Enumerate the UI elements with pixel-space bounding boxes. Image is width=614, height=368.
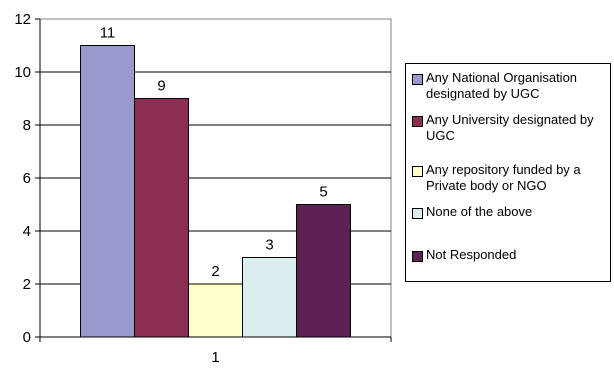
data-label: 5 xyxy=(319,184,327,201)
legend-item-university: Any University designated by UGC xyxy=(412,112,608,144)
legend-label-not-responded: Not Responded xyxy=(426,247,517,262)
legend-swatch-national-organisation xyxy=(412,74,423,85)
bar-3 xyxy=(188,283,243,338)
legend-swatch-university xyxy=(412,116,423,127)
legend-item-none-of-the-above: None of the above xyxy=(412,204,608,220)
legend-label-none-of-the-above: None of the above xyxy=(426,204,533,219)
legend: Any National Organisation designated by … xyxy=(405,63,611,282)
legend-swatch-not-responded xyxy=(412,251,423,262)
y-tick-label: 4 xyxy=(23,223,31,240)
y-tick-label: 10 xyxy=(14,64,31,81)
legend-label-national-organisation: Any National Organisation designated by … xyxy=(426,70,578,101)
y-tick-label: 0 xyxy=(23,329,31,346)
x-category-label: 1 xyxy=(211,349,219,366)
legend-swatch-none-of-the-above xyxy=(412,208,423,219)
y-tick-label: 12 xyxy=(14,11,31,28)
data-label: 2 xyxy=(211,263,219,280)
bar-1 xyxy=(80,45,135,338)
legend-item-not-responded: Not Responded xyxy=(412,247,608,263)
bar-4 xyxy=(242,257,297,338)
y-tick-label: 6 xyxy=(23,170,31,187)
bar-5 xyxy=(296,204,351,338)
y-tick-label: 2 xyxy=(23,276,31,293)
legend-item-private-repository: Any repository funded by a Private body … xyxy=(412,162,608,194)
legend-label-private-repository: Any repository funded by a Private body … xyxy=(426,162,581,193)
y-tick-label: 8 xyxy=(23,117,31,134)
legend-item-national-organisation: Any National Organisation designated by … xyxy=(412,70,608,102)
data-label: 3 xyxy=(265,237,273,254)
data-label: 9 xyxy=(157,78,165,95)
legend-label-university: Any University designated by UGC xyxy=(426,112,594,143)
data-label: 11 xyxy=(100,25,116,42)
bar-2 xyxy=(134,98,189,338)
legend-swatch-private-repository xyxy=(412,166,423,177)
